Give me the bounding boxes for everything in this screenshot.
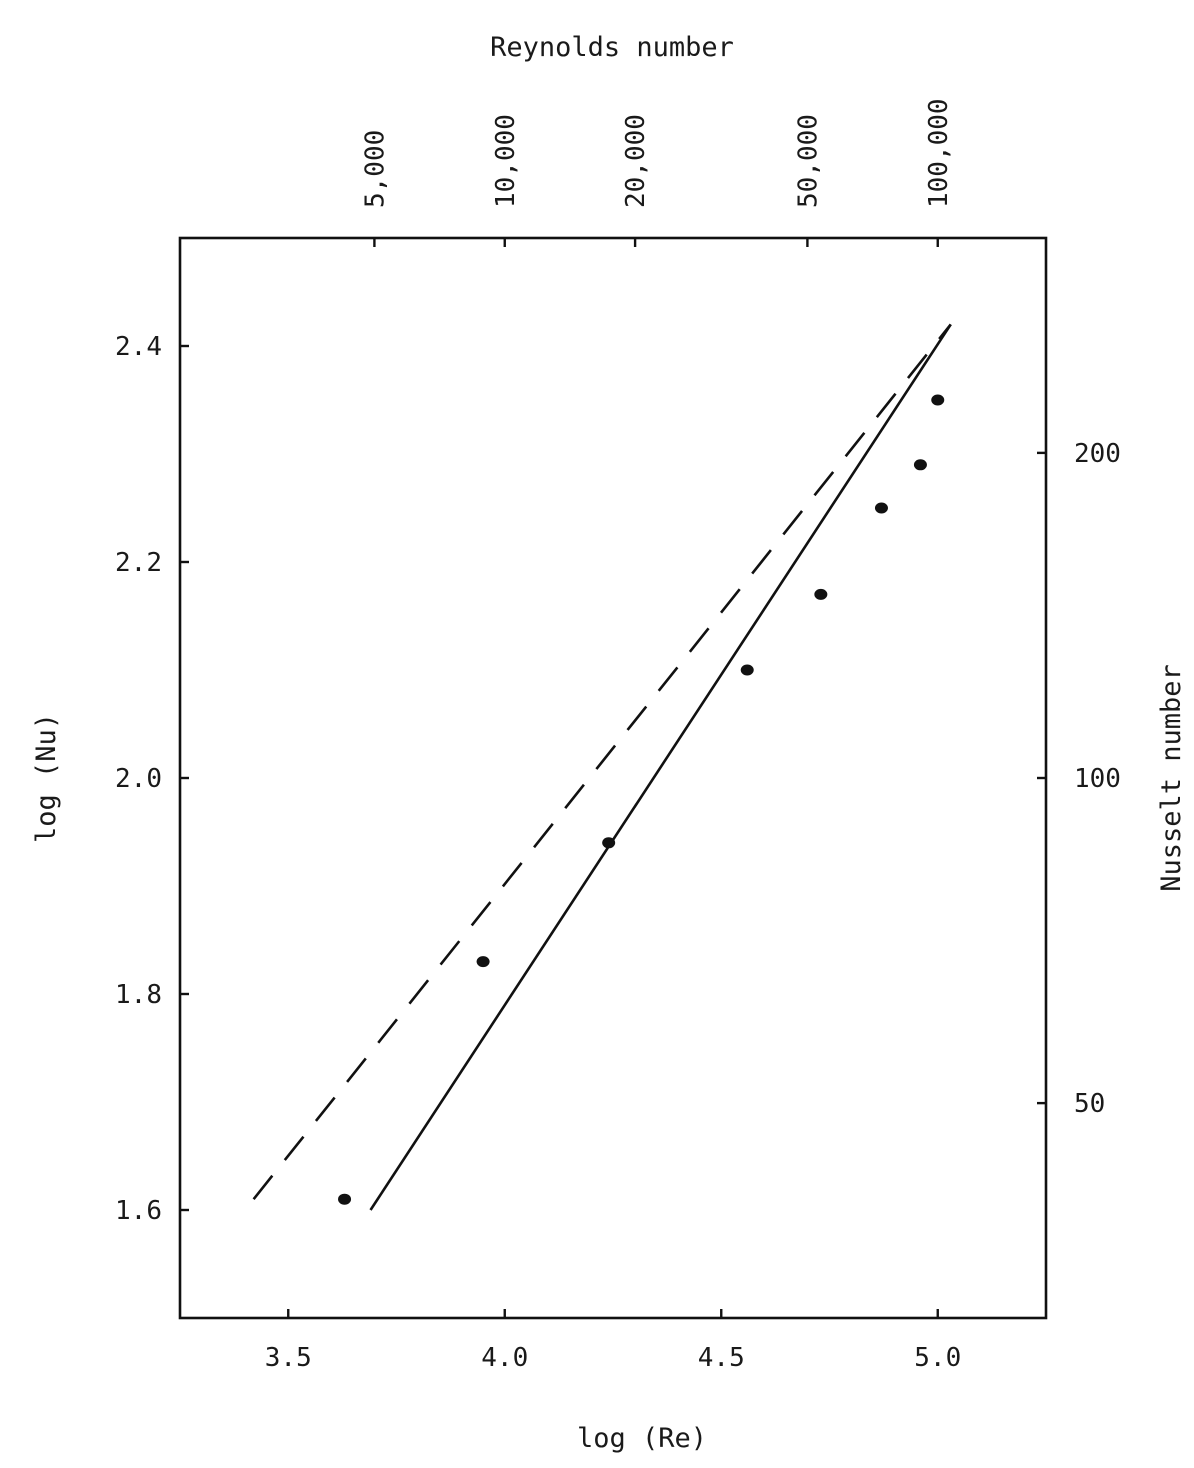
top-axis-title: Reynolds number xyxy=(490,32,734,63)
right-tick-label: 50 xyxy=(1074,1089,1105,1119)
x-tick-label: 4.5 xyxy=(698,1343,745,1373)
dashed-fit-line xyxy=(252,323,952,1201)
y-tick-label: 1.6 xyxy=(115,1196,162,1226)
bottom-axis: 3.5 4.0 4.5 5.0 xyxy=(265,1309,961,1373)
right-tick-label: 200 xyxy=(1074,439,1121,469)
fit-lines xyxy=(252,323,952,1211)
top-axis: 5,000 10,000 20,000 50,000 100,000 xyxy=(360,98,954,247)
x-axis-title: log (Re) xyxy=(577,1423,707,1454)
y-axis-title: log (Nu) xyxy=(31,713,62,843)
data-points xyxy=(338,394,945,1205)
y-tick-label: 2.0 xyxy=(115,764,162,794)
plot-frame xyxy=(178,236,1048,1320)
right-tick-label: 100 xyxy=(1074,764,1121,794)
top-tick-label: 5,000 xyxy=(360,130,390,208)
y-tick-label: 2.4 xyxy=(115,332,162,362)
data-point xyxy=(814,588,828,600)
data-point xyxy=(338,1193,352,1205)
data-point xyxy=(931,394,945,406)
top-tick-label: 20,000 xyxy=(621,114,651,208)
data-point xyxy=(476,956,490,968)
x-tick-label: 3.5 xyxy=(265,1343,312,1373)
data-point xyxy=(602,837,616,849)
right-axis-title: Nusselt number xyxy=(1156,664,1187,892)
left-axis: 1.6 1.8 2.0 2.2 2.4 xyxy=(115,332,189,1226)
top-tick-label: 10,000 xyxy=(491,114,521,208)
y-tick-label: 2.2 xyxy=(115,548,162,578)
data-point xyxy=(874,502,888,514)
x-tick-label: 5.0 xyxy=(914,1343,961,1373)
y-tick-label: 1.8 xyxy=(115,980,162,1010)
right-axis: 50 100 200 xyxy=(1037,439,1121,1119)
data-point xyxy=(740,664,754,676)
x-tick-label: 4.0 xyxy=(481,1343,528,1373)
top-tick-label: 50,000 xyxy=(793,114,823,208)
solid-fit-line xyxy=(369,323,952,1211)
top-tick-label: 100,000 xyxy=(924,98,954,208)
data-point xyxy=(913,459,927,471)
